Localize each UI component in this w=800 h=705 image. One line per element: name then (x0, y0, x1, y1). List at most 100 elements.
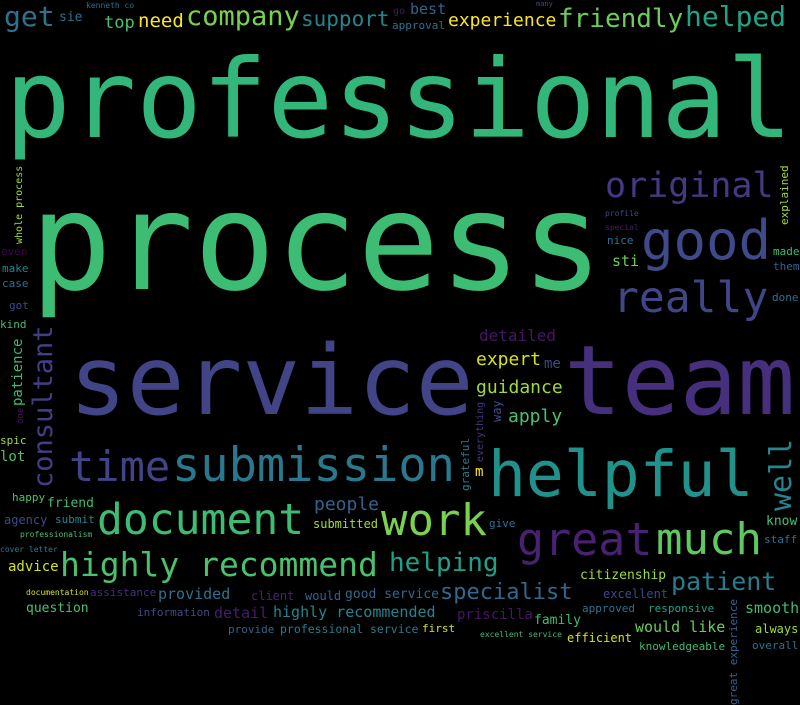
word-detailed: detailed (479, 326, 557, 346)
word-guidance: guidance (476, 377, 563, 399)
word-sie: sie (59, 9, 83, 25)
word-need: need (138, 10, 184, 33)
word-always: always (755, 621, 799, 636)
word-priscilla: priscilla (457, 606, 533, 623)
word-case: case (2, 276, 29, 290)
word-great: great (517, 513, 653, 567)
word-happy: happy (12, 490, 46, 504)
word-good: good (641, 208, 772, 272)
word-support: support (301, 7, 390, 32)
word-get: get (4, 0, 55, 33)
word-explained: explained (778, 165, 791, 225)
word-knowledgeable: knowledgeable (639, 639, 726, 653)
word-got: got (9, 298, 29, 312)
word-well: well (764, 438, 799, 511)
word-advice: advice (8, 558, 59, 575)
word-submitted: submitted (313, 516, 379, 531)
word-consultant: consultant (28, 325, 59, 488)
word-kenneth-co: kenneth co (86, 0, 135, 10)
word-much: much (656, 514, 762, 566)
word-assistance: assistance (90, 585, 157, 599)
word-helping: helping (389, 547, 499, 578)
word-even: even (1, 244, 28, 258)
word-would-like: would like (635, 618, 726, 637)
word-apply: apply (508, 406, 563, 428)
word-friend: friend (47, 495, 94, 511)
word-them: them (773, 259, 800, 273)
word-would: would (305, 588, 342, 603)
word-excellent: excellent (603, 586, 669, 601)
word-way: way (490, 400, 504, 422)
word-company: company (186, 0, 300, 32)
word-documentation: documentation (26, 587, 89, 597)
word-make: make (2, 261, 29, 275)
word-everything: everything (475, 401, 486, 462)
word-submit: submit (55, 512, 95, 526)
word-process: process (30, 164, 604, 323)
word-nice: nice (607, 233, 634, 247)
word-great-experience: great experience (727, 599, 740, 705)
word-really: really (613, 272, 769, 323)
word-cover-letter: cover letter (0, 544, 58, 554)
word-know: know (766, 513, 798, 529)
word-document: document (97, 494, 305, 545)
word-smooth: smooth (745, 599, 800, 618)
word-original: original (605, 166, 774, 207)
word-patient: patient (671, 566, 777, 596)
word-provide: provide (228, 622, 275, 636)
word-approved: approved (582, 601, 635, 615)
word-professional: professional (5, 35, 793, 163)
word-helped: helped (685, 0, 787, 33)
word-helpful: helpful (488, 438, 754, 512)
word-work: work (381, 495, 487, 547)
word-provided: provided (158, 585, 231, 604)
word-service: service (69, 324, 474, 437)
word-responsive: responsive (648, 601, 715, 615)
word-expert: expert (476, 349, 542, 371)
word-kind: kind (0, 317, 27, 331)
word-m: m (475, 463, 484, 480)
word-overall: overall (752, 638, 799, 652)
word-whole-process: whole process (14, 165, 25, 244)
word-special: special (605, 222, 639, 232)
word-question: question (26, 600, 89, 616)
word-first: first (422, 621, 456, 635)
word-time: time (69, 441, 171, 491)
word-grateful: grateful (459, 438, 472, 491)
word-done: done (772, 290, 799, 304)
word-good-service: good service (345, 586, 439, 602)
word-information: information (137, 605, 210, 619)
word-approval: approval (392, 18, 445, 32)
word-efficient: efficient (567, 630, 633, 645)
word-professional-service: professional service (280, 622, 419, 637)
word-experience: experience (448, 10, 557, 32)
word-professionalism: professionalism (20, 529, 93, 539)
word-give: give (489, 516, 516, 530)
word-submission: submission (172, 438, 455, 494)
word-many: many (536, 0, 553, 9)
word-go: go (393, 5, 406, 17)
word-friendly: friendly (558, 3, 684, 34)
word-best: best (410, 0, 447, 19)
word-highly-recommended: highly recommended (273, 603, 436, 622)
word-staff: staff (764, 532, 798, 546)
word-made: made (773, 244, 800, 258)
word-top: top (104, 13, 135, 34)
word-one: one (16, 407, 26, 424)
word-detail: detail (214, 604, 269, 623)
word-citizenship: citizenship (580, 567, 667, 583)
word-team: team (564, 324, 796, 437)
word-client: client (251, 588, 295, 603)
word-agency: agency (4, 512, 48, 527)
word-profile: profile (605, 208, 639, 218)
word-sti: sti (612, 252, 640, 271)
word-me: me (544, 355, 561, 372)
word-specialist: specialist (440, 579, 573, 605)
word-people: people (314, 494, 380, 516)
word-excellent-service: excellent service (480, 629, 562, 639)
word-family: family (534, 612, 581, 628)
word-spic: spic (0, 433, 27, 447)
word-patience: patience (10, 338, 26, 406)
word-highly-recommend: highly recommend (60, 545, 378, 585)
